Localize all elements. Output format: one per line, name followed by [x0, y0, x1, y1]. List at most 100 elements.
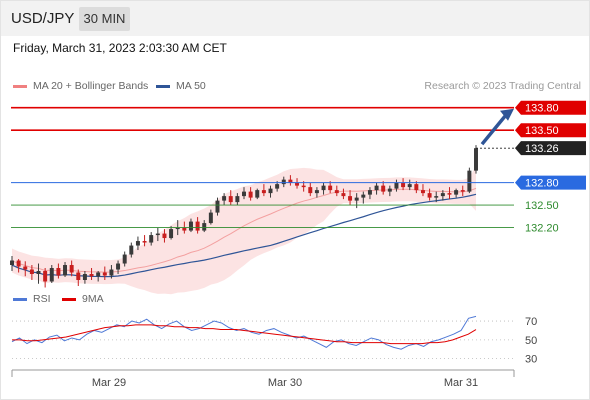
legend-label: RSI	[33, 293, 51, 305]
candle-body	[301, 185, 306, 188]
legend-swatch	[62, 297, 76, 301]
candle-body	[308, 187, 313, 194]
candle-body	[394, 182, 399, 189]
candle-body	[447, 193, 452, 195]
candle-body	[10, 260, 14, 266]
candle-body	[96, 272, 101, 277]
legend-ma50: MA 50	[156, 80, 206, 92]
level-label-133.26: 133.26	[525, 143, 559, 155]
level-tag-133.26	[515, 141, 586, 156]
candle-body	[454, 190, 459, 195]
candle-body	[76, 272, 81, 280]
candle-body	[129, 245, 134, 255]
candle-body	[228, 196, 233, 203]
candle-body	[49, 268, 54, 282]
datetime-label: Friday, March 31, 2023 2:03:30 AM CET	[13, 41, 227, 55]
candle-body	[182, 227, 187, 231]
candle-body	[275, 184, 280, 189]
rsi-line	[11, 315, 477, 350]
candle-body	[440, 193, 445, 197]
x-tick-label: Mar 29	[92, 377, 126, 389]
candle-body	[215, 200, 220, 213]
candle-body	[354, 197, 359, 201]
legend-label: MA 20 + Bollinger Bands	[33, 80, 149, 92]
level-tag-133.80	[515, 100, 586, 115]
candle-body	[414, 184, 419, 191]
legend-ma20-bollinger: MA 20 + Bollinger Bands	[13, 80, 148, 92]
candle-body	[149, 235, 154, 243]
candle-body	[36, 271, 41, 275]
candle-body	[109, 269, 114, 276]
legend-label: 9MA	[82, 293, 104, 305]
candle-body	[102, 272, 107, 276]
x-tick-label: Mar 30	[268, 377, 302, 389]
candle-body	[460, 190, 465, 192]
candle-body	[248, 191, 253, 198]
level-label-132.20: 132.20	[525, 223, 559, 235]
candle-body	[63, 265, 68, 276]
legend-swatch	[13, 297, 27, 301]
instrument-name: USD/JPY	[11, 10, 75, 27]
candle-body	[116, 263, 121, 270]
candle-body	[341, 193, 346, 197]
candle-body	[295, 182, 300, 186]
candle-body	[208, 212, 213, 224]
candle-body	[387, 188, 392, 192]
candle-body	[82, 274, 87, 280]
level-tag-133.50	[515, 123, 586, 138]
candle-body	[420, 190, 425, 194]
candle-body	[281, 179, 286, 185]
candle-body	[122, 254, 127, 264]
candle-body	[381, 185, 386, 192]
rsi-ma9-line	[12, 324, 477, 345]
timeframe-button[interactable]: 30 MIN	[79, 7, 130, 31]
candle-body	[202, 223, 207, 231]
candle-body	[434, 196, 439, 198]
candle-body	[155, 233, 160, 236]
candle-body	[261, 190, 266, 194]
candle-body	[89, 274, 94, 277]
level-label-132.50: 132.50	[525, 200, 559, 212]
candle-body	[361, 194, 366, 198]
candle-body	[255, 190, 260, 198]
target-arrow-head	[500, 108, 514, 121]
rsi-tick-label: 50	[525, 335, 537, 347]
candle-body	[314, 190, 319, 194]
bollinger-band	[12, 165, 476, 295]
legend-label: MA 50	[176, 80, 206, 92]
candle-body	[328, 185, 333, 191]
candle-body	[242, 191, 246, 197]
candle-body	[43, 271, 48, 282]
rsi-tick-label: 70	[525, 316, 537, 328]
candle-body	[268, 188, 273, 194]
candle-body	[16, 260, 21, 267]
candle-body	[142, 241, 147, 243]
candle-body	[23, 266, 28, 270]
level-label-133.80: 133.80	[525, 103, 559, 115]
legend-rsi-ma9: 9MA	[62, 293, 104, 305]
level-label-133.50: 133.50	[525, 125, 559, 137]
candle-body	[467, 170, 472, 192]
candle-body	[29, 269, 34, 275]
candle-body	[288, 179, 293, 183]
legend-rsi: RSI	[13, 293, 51, 305]
candle-body	[222, 196, 227, 201]
ma20-line	[11, 187, 477, 273]
candle-body	[235, 196, 240, 203]
candle-body	[374, 185, 379, 191]
candle-body	[195, 221, 200, 231]
x-tick-label: Mar 31	[444, 377, 478, 389]
candle-body	[334, 190, 339, 194]
level-tag-132.80	[515, 175, 586, 190]
ma50-line	[11, 193, 477, 278]
level-label-132.80: 132.80	[525, 178, 559, 190]
credit-text: Research © 2023 Trading Central	[424, 80, 581, 92]
candle-body	[427, 193, 432, 198]
candle-body	[188, 221, 193, 231]
legend-swatch	[156, 84, 170, 88]
target-arrow-shaft	[480, 112, 509, 146]
legend-swatch	[13, 84, 27, 88]
candle-body	[175, 227, 180, 230]
